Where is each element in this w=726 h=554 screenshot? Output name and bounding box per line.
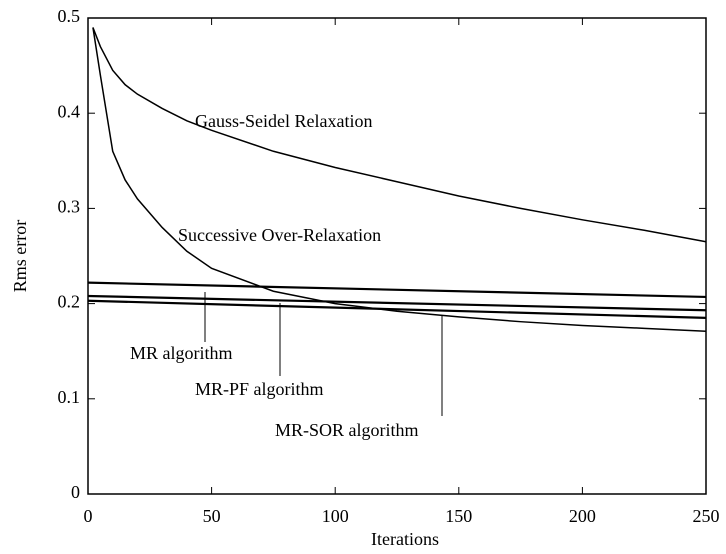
series-line [87, 299, 707, 319]
y-tick-label: 0.5 [58, 6, 81, 26]
x-tick-label: 250 [693, 506, 720, 526]
series-annotation: MR-PF algorithm [195, 379, 324, 399]
y-axis-label: Rms error [10, 220, 30, 292]
y-tick-label: 0.1 [58, 387, 81, 407]
x-tick-label: 100 [322, 506, 349, 526]
series-line [87, 294, 707, 312]
series-annotation: Gauss-Seidel Relaxation [195, 111, 372, 131]
plot-frame [87, 17, 707, 495]
series-annotation: MR algorithm [130, 343, 233, 363]
y-tick-label: 0 [71, 482, 80, 502]
x-tick-label: 200 [569, 506, 596, 526]
series-annotation: MR-SOR algorithm [275, 420, 419, 440]
x-tick-label: 0 [84, 506, 93, 526]
series-annotation: Successive Over-Relaxation [178, 225, 381, 245]
y-tick-label: 0.2 [58, 292, 81, 312]
y-tick-label: 0.3 [58, 197, 81, 217]
y-tick-label: 0.4 [58, 101, 81, 121]
x-axis-label: Iterations [371, 529, 439, 549]
series-line [92, 27, 707, 332]
series-line [92, 27, 707, 243]
x-tick-label: 150 [445, 506, 472, 526]
x-tick-label: 50 [203, 506, 221, 526]
series-line [87, 281, 707, 299]
